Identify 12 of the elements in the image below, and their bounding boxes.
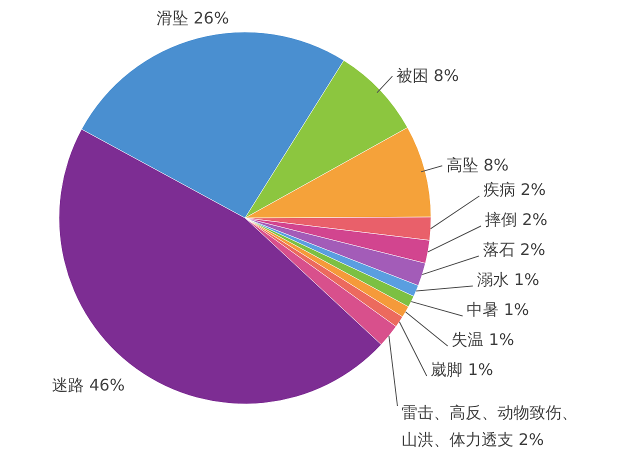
slice-label: 溺水 1% <box>476 270 540 289</box>
slice-label: 摔倒 2% <box>484 210 548 229</box>
slice-label: 雷击、高反、动物致伤、山洪、体力透支 2% <box>401 403 578 449</box>
slice-label: 疾病 2% <box>483 180 546 199</box>
slice-label: 中暑 1% <box>466 300 530 319</box>
slice-label: 高坠 8% <box>446 156 509 175</box>
slice-label: 落石 2% <box>482 240 546 259</box>
slice-label: 被困 8% <box>396 66 459 86</box>
slice-label: 滑坠 26% <box>156 8 230 28</box>
slice-label: 迷路 46% <box>52 375 125 394</box>
slice-label: 崴脚 1% <box>430 360 494 379</box>
slice-label: 失温 1% <box>452 330 514 349</box>
